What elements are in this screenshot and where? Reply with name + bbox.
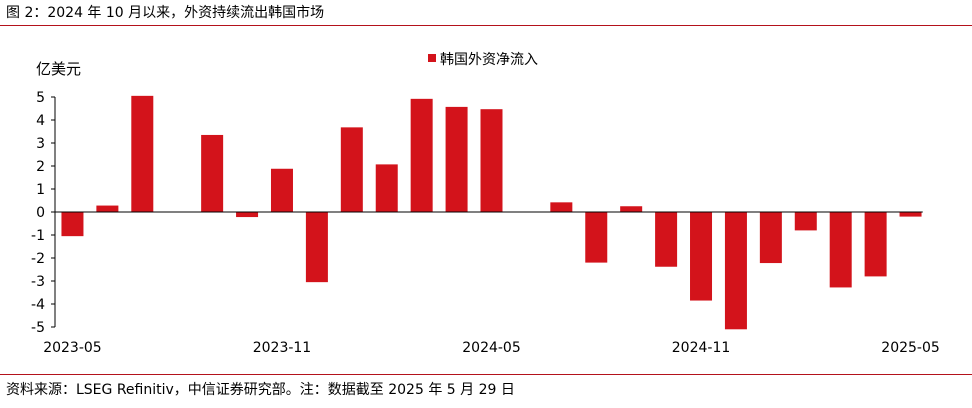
bar-2024-02 — [375, 164, 398, 212]
x-tick-label: 2023-05 — [43, 340, 102, 356]
y-tick-label: 3 — [36, 136, 45, 152]
y-tick-label: 2 — [36, 159, 45, 175]
x-axis: 2023-05 2023-11 2024-05 2024-11 2025-05 — [43, 211, 940, 356]
bar-2024-05 — [480, 109, 503, 212]
y-tick-label: -4 — [31, 297, 45, 313]
bar-2023-05 — [61, 212, 84, 237]
y-axis: 5 4 3 2 1 0 -1 -2 -3 -4 -5 — [31, 90, 56, 336]
y-tick-label: 1 — [36, 182, 45, 198]
y-tick-label: -1 — [31, 228, 45, 244]
bar-2023-06 — [96, 205, 119, 212]
y-axis-label: 亿美元 — [36, 60, 81, 78]
bar-2024-07 — [550, 202, 573, 212]
legend-swatch — [428, 54, 436, 62]
bar-2024-04 — [445, 106, 468, 212]
bar-2025-03 — [829, 212, 852, 288]
bar-2024-03 — [410, 98, 433, 212]
x-tick-label: 2025-05 — [881, 340, 940, 356]
y-tick-label: -5 — [31, 320, 45, 336]
bar-2024-09 — [620, 206, 643, 212]
bar-2025-04 — [864, 212, 887, 277]
x-tick-label: 2024-11 — [672, 340, 731, 356]
bar-2024-11 — [690, 212, 713, 301]
y-tick-label: 0 — [36, 205, 45, 221]
y-tick-label: -2 — [31, 251, 45, 267]
y-tick-label: 5 — [36, 90, 45, 106]
bottom-rule — [0, 374, 972, 375]
bar-2024-08 — [585, 212, 608, 263]
bars — [61, 95, 922, 330]
x-tick-label: 2023-11 — [253, 340, 312, 356]
source-note: 资料来源：LSEG Refinitiv，中信证券研究部。注：数据截至 2025 … — [6, 382, 515, 398]
bar-2024-12 — [724, 212, 747, 330]
bar-2023-10 — [236, 212, 259, 218]
legend: 韩国外资净流入 — [428, 52, 538, 68]
legend-label: 韩国外资净流入 — [440, 52, 538, 68]
bar-2025-01 — [759, 212, 782, 264]
bar-2025-02 — [794, 212, 817, 231]
bar-2023-12 — [305, 212, 328, 283]
bar-2023-11 — [270, 168, 293, 212]
bar-2023-09 — [201, 134, 224, 212]
top-rule — [0, 25, 972, 26]
bar-2024-01 — [340, 127, 363, 212]
bar-2023-07 — [131, 95, 154, 212]
y-tick-label: 4 — [36, 113, 45, 129]
bar-2024-10 — [655, 212, 678, 267]
y-tick-label: -3 — [31, 274, 45, 290]
x-tick-label: 2024-05 — [462, 340, 521, 356]
bar-2025-05 — [899, 212, 922, 217]
figure-title: 图 2：2024 年 10 月以来，外资持续流出韩国市场 — [6, 5, 325, 21]
